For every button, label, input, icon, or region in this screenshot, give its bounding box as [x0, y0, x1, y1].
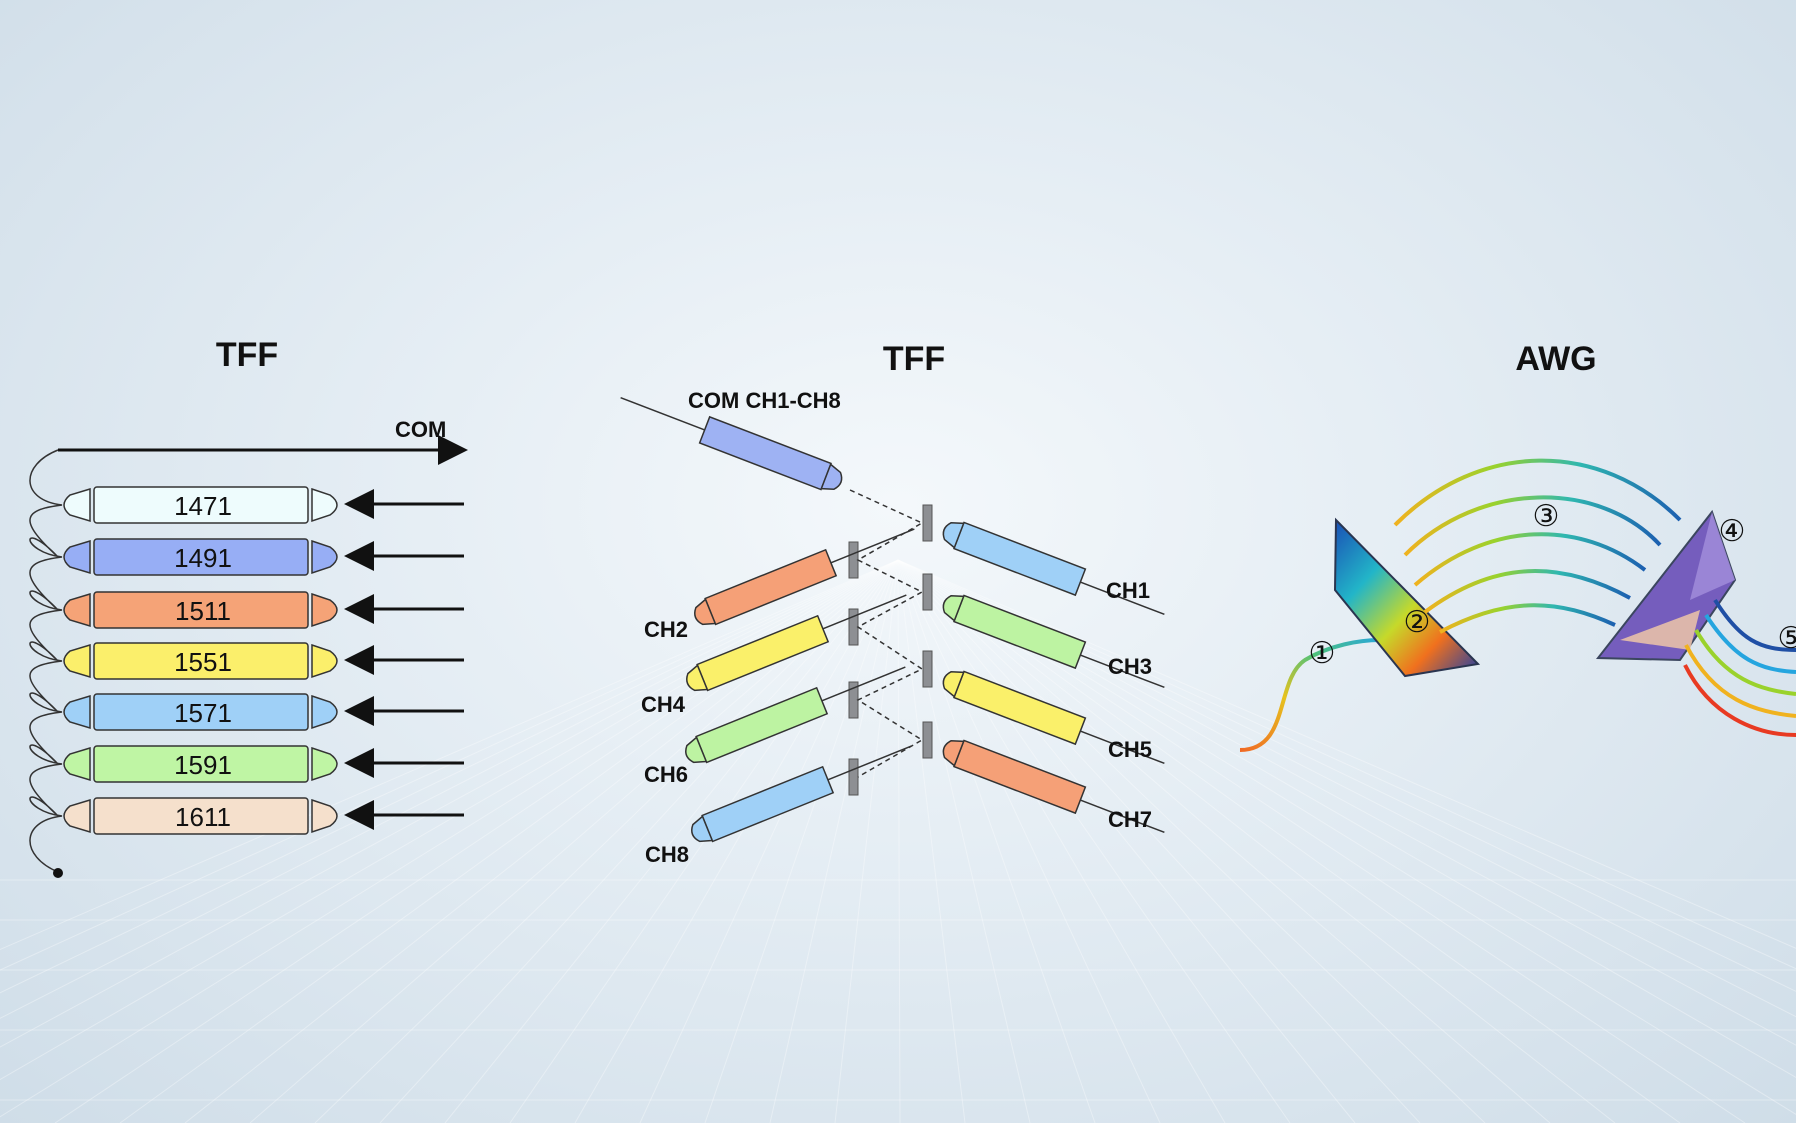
- awg-marker-4: ④: [1719, 515, 1746, 548]
- lane-body: [93, 538, 309, 576]
- left-channel-label: CH8: [645, 842, 689, 867]
- filter-lane: 1491: [63, 538, 464, 576]
- lane-left-cap: [63, 798, 91, 834]
- left-channel-label: CH6: [644, 762, 688, 787]
- right-panel-title: AWG: [1515, 340, 1596, 378]
- lane-right-cap: [311, 694, 338, 730]
- lane-body: [93, 486, 309, 524]
- tff-filter-plate: [922, 504, 933, 542]
- filter-lane: 1551: [63, 642, 464, 680]
- right-channel-label: CH3: [1108, 654, 1152, 679]
- middle-collimators: CH2 CH4 CH6 CH8 CH1 CH3 CH5 CH7: [620, 396, 1165, 867]
- left-channel-collimator: [694, 528, 915, 626]
- lane-left-cap: [63, 694, 91, 730]
- awg-illustration: ① ② ③ ④ ⑤: [1239, 458, 1796, 752]
- lane-wavelength-label: 1491: [174, 543, 232, 573]
- right-channel-label: CH1: [1106, 578, 1150, 603]
- lane-right-cap: [311, 798, 338, 834]
- lane-wavelength-label: 1551: [174, 647, 232, 677]
- middle-panel-title: TFF: [883, 340, 945, 378]
- tff-filter-plate: [922, 650, 933, 688]
- filter-lane: 1591: [63, 745, 464, 783]
- lane-left-cap: [63, 539, 91, 575]
- lane-wavelength-label: 1611: [175, 802, 231, 832]
- lane-right-cap: [311, 592, 338, 628]
- awg-marker-5: ⑤: [1778, 622, 1796, 655]
- awg-marker-3: ③: [1533, 500, 1560, 533]
- right-channel-collimator: [942, 521, 1165, 616]
- left-panel-title: TFF: [216, 336, 278, 374]
- lane-body: [93, 693, 309, 731]
- tff-filter-plate: [922, 721, 933, 759]
- lane-right-cap: [311, 487, 338, 523]
- awg-output-slab: [1595, 509, 1737, 662]
- zigzag-beam: [849, 489, 924, 778]
- right-channel-label: CH5: [1108, 737, 1152, 762]
- left-channel-collimator: [691, 745, 912, 843]
- middle-light-path: [848, 489, 933, 796]
- awg-output-fibers: [1683, 598, 1796, 737]
- tff-filter-plate: [922, 573, 933, 611]
- right-channel-collimator: [942, 670, 1165, 765]
- lane-right-cap: [311, 643, 338, 679]
- left-channel-label: CH2: [644, 617, 688, 642]
- lane-left-cap: [63, 746, 91, 782]
- left-filter-stack: 1471 1491 1511 1551 1571 1591 1611: [29, 449, 464, 878]
- lane-left-cap: [63, 592, 91, 628]
- lane-wavelength-label: 1591: [174, 750, 232, 780]
- awg-marker-1: ①: [1309, 637, 1336, 670]
- right-channel-collimator: [942, 739, 1165, 834]
- lane-right-cap: [311, 539, 338, 575]
- right-channel-collimator: [942, 594, 1165, 689]
- left-channel-label: CH4: [641, 692, 686, 717]
- awg-waveguide-array: [1393, 458, 1682, 634]
- left-com-label: COM: [395, 417, 446, 442]
- filter-lane: 1611: [63, 797, 464, 835]
- awg-input-fiber: [1239, 638, 1381, 752]
- lane-body: [93, 642, 309, 680]
- left-channel-collimator: [685, 666, 906, 764]
- wire-end-dot: [53, 868, 63, 878]
- lane-right-cap: [311, 746, 338, 782]
- com-collimator: [620, 396, 843, 491]
- lane-wavelength-label: 1571: [174, 698, 232, 728]
- lane-body: [93, 797, 309, 835]
- lane-coil-wire: [29, 449, 63, 873]
- awg-input-slab: [1333, 517, 1481, 678]
- background-grid: [0, 559, 1796, 1123]
- left-channel-collimator: [686, 594, 907, 692]
- middle-com-label: COM CH1-CH8: [688, 388, 841, 413]
- lane-body: [93, 591, 309, 629]
- filter-lane: 1571: [63, 693, 464, 731]
- awg-marker-2: ②: [1404, 606, 1431, 639]
- right-channel-label: CH7: [1108, 807, 1152, 832]
- filter-lane: 1471: [63, 486, 464, 524]
- lane-wavelength-label: 1471: [174, 491, 232, 521]
- lane-left-cap: [63, 643, 91, 679]
- lane-left-cap: [63, 487, 91, 523]
- tff-filter-plate: [848, 758, 859, 796]
- filter-lane: 1511: [63, 591, 464, 629]
- lane-wavelength-label: 1511: [175, 596, 231, 626]
- lane-body: [93, 745, 309, 783]
